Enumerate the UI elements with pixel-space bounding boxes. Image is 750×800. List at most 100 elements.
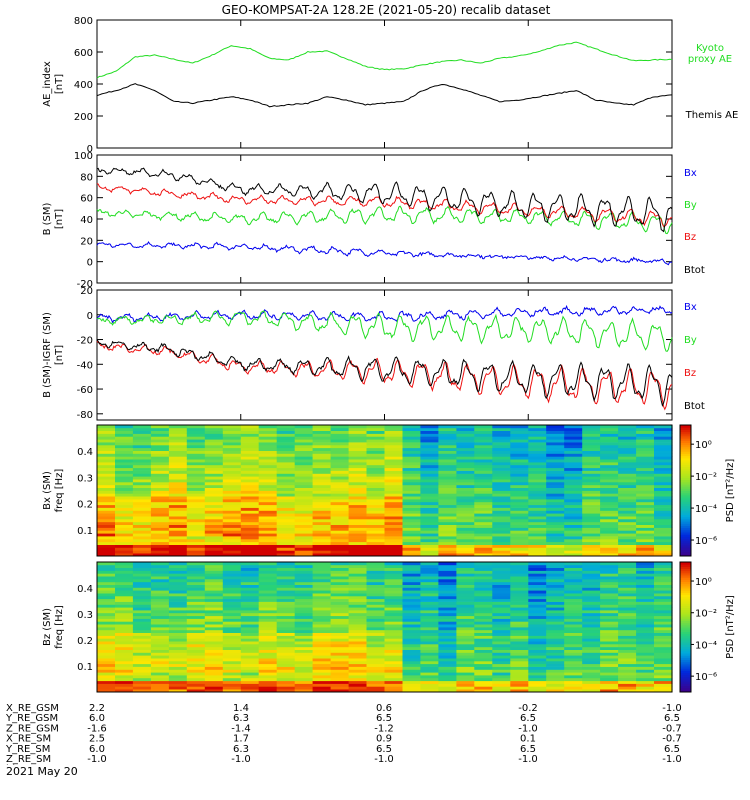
spectrogram-cell: [582, 686, 601, 690]
spectrogram-cell: [132, 544, 152, 548]
spectrogram-cell: [204, 598, 224, 602]
spectrogram-cell: [654, 496, 673, 500]
y-axis-label: [nT]: [54, 209, 65, 229]
spectrogram-cell: [150, 655, 170, 659]
spectrogram-cell: [618, 564, 637, 568]
spectrogram-cell: [186, 499, 206, 503]
spectrogram-cell: [510, 590, 529, 594]
spectrogram-cell: [420, 425, 439, 429]
spectrogram-cell: [384, 689, 404, 693]
spectrogram-cell: [312, 538, 332, 543]
spectrogram-cell: [276, 610, 296, 614]
spectrogram-cell: [132, 587, 152, 591]
spectrogram-cell: [294, 450, 314, 454]
spectrogram-cell: [420, 470, 439, 474]
spectrogram-cell: [168, 456, 188, 460]
spectrogram-cell: [654, 499, 673, 503]
spectrogram-cell: [564, 689, 583, 693]
spectrogram-cell: [294, 564, 314, 568]
spectrogram-cell: [132, 450, 152, 454]
spectrogram-cell: [330, 510, 350, 514]
spectrogram-cell: [97, 590, 116, 594]
spectrogram-cell: [492, 618, 511, 622]
spectrogram-cell: [276, 447, 296, 451]
spectrogram-cell: [222, 553, 242, 557]
spectrogram-cell: [654, 442, 673, 446]
spectrogram-cell: [150, 442, 170, 446]
spectrogram-cell: [186, 504, 206, 508]
spectrogram-cell: [240, 584, 260, 588]
spectrogram-cell: [420, 473, 439, 477]
spectrogram-cell: [204, 530, 224, 534]
spectrogram-cell: [186, 610, 206, 614]
spectrogram-cell: [222, 590, 242, 594]
spectrogram-cell: [474, 456, 493, 460]
spectrogram-cell: [402, 553, 422, 557]
spectrogram-cell: [636, 604, 655, 608]
spectrogram-cell: [97, 573, 116, 577]
colorbar-segment: [680, 605, 691, 608]
spectrogram-cell: [132, 612, 152, 617]
spectrogram-cell: [492, 660, 511, 665]
spectrogram-cell: [636, 562, 655, 566]
spectrogram-cell: [294, 607, 314, 611]
spectrogram-cell: [438, 641, 457, 645]
spectrogram-cell: [528, 510, 547, 514]
spectrogram-cell: [97, 576, 116, 580]
spectrogram-cell: [97, 567, 116, 571]
spectrogram-cell: [384, 447, 404, 451]
spectrogram-cell: [204, 467, 224, 471]
spectrogram-cell: [618, 524, 637, 528]
spectrogram-cell: [366, 425, 386, 429]
spectrogram-cell: [132, 447, 152, 451]
spectrogram-cell: [348, 641, 368, 645]
spectrogram-cell: [510, 629, 529, 633]
spectrogram-cell: [204, 541, 224, 545]
spectrogram-cell: [168, 567, 188, 571]
spectrogram-cell: [150, 547, 170, 551]
spectrogram-cell: [564, 610, 583, 614]
spectrogram-cell: [636, 490, 655, 494]
spectrogram-cell: [168, 584, 188, 588]
spectrogram-cell: [366, 658, 386, 662]
spectrogram-cell: [636, 624, 655, 628]
spectrogram-cell: [384, 567, 404, 571]
spectrogram-cell: [168, 453, 188, 457]
spectrogram-cell: [492, 601, 511, 605]
spectrogram-cell: [618, 473, 637, 477]
spectrogram-cell: [132, 677, 152, 682]
spectrogram-cell: [564, 607, 583, 611]
spectrogram-cell: [438, 601, 457, 605]
spectrogram-cell: [420, 683, 439, 687]
spectrogram-cell: [600, 467, 619, 471]
spectrogram-cell: [150, 550, 170, 554]
spectrogram-cell: [330, 562, 350, 566]
spectrogram-cell: [132, 683, 152, 687]
spectrogram-cell: [168, 482, 188, 486]
spectrogram-cell: [222, 660, 242, 665]
spectrogram-cell: [654, 646, 673, 650]
spectrogram-cell: [258, 612, 278, 617]
spectrogram-cell: [600, 433, 619, 437]
spectrogram-cell: [115, 493, 134, 497]
spectrogram-cell: [204, 649, 224, 653]
colorbar-segment: [680, 663, 691, 667]
spectrogram-cell: [348, 427, 368, 431]
legend-label: Kyoto: [696, 43, 724, 54]
spectrogram-cell: [474, 436, 493, 440]
spectrogram-cell: [168, 507, 188, 511]
spectrogram-cell: [582, 444, 601, 449]
spectrogram-cell: [402, 533, 422, 537]
spectrogram-cell: [474, 567, 493, 571]
spectrogram-cell: [510, 550, 529, 554]
ae-line-kyoto: [96, 41, 673, 79]
spectrogram-cell: [420, 598, 439, 602]
spectrogram-cell: [456, 473, 475, 477]
spectrogram-cell: [456, 615, 475, 619]
spectrogram-cell: [276, 527, 296, 531]
colorbar-label: PSD [nT²/Hz]: [725, 459, 736, 523]
spectrogram-cell: [582, 612, 601, 617]
spectrogram-cell: [474, 601, 493, 605]
spectrogram-cell: [438, 524, 457, 528]
spectrogram-cell: [258, 689, 278, 693]
